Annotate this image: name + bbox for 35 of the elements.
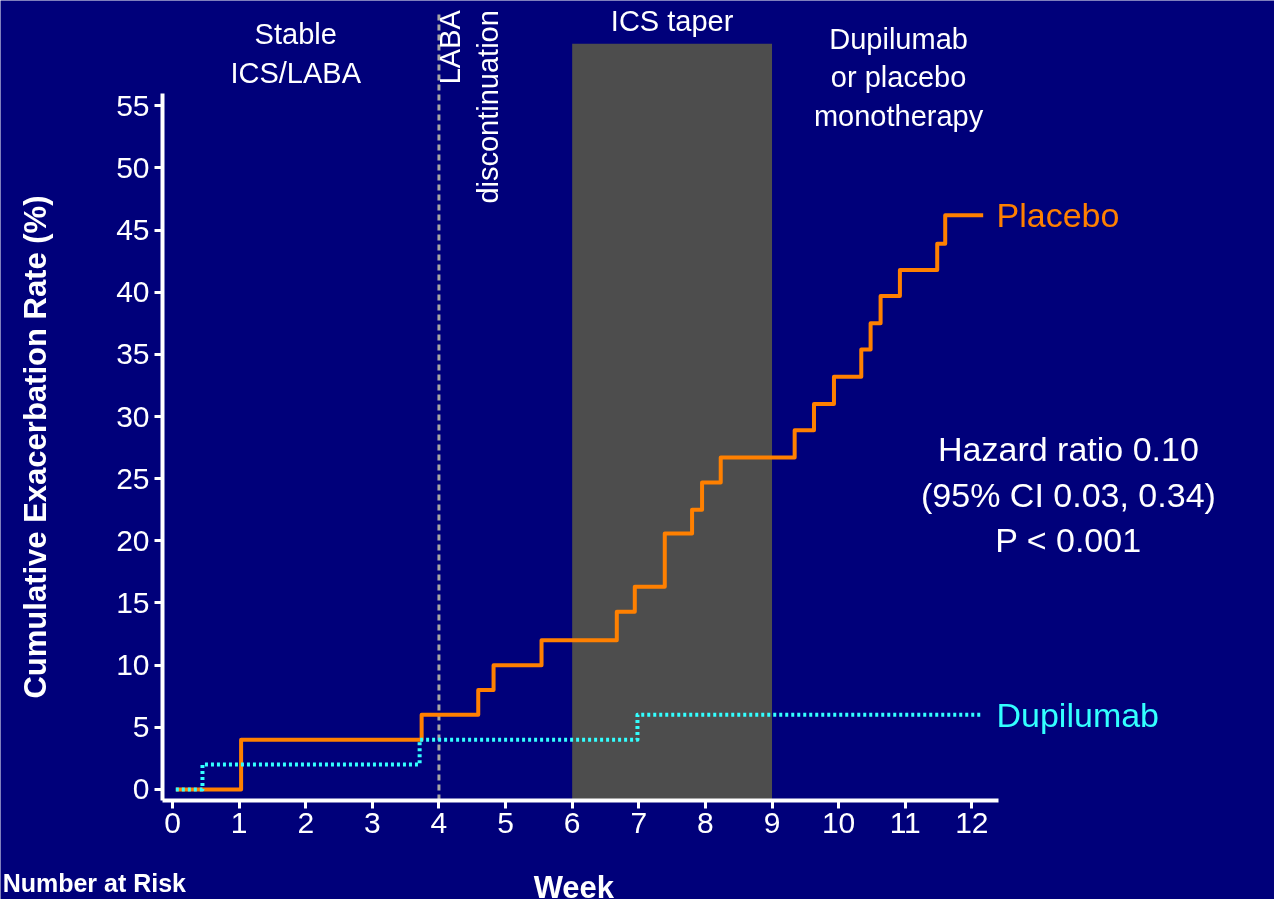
- text: Stable ICS/LABA: [230, 18, 362, 89]
- y-tick-label: 55: [116, 88, 150, 122]
- x-tick-label: 8: [697, 805, 714, 839]
- x-tick-label: 6: [563, 805, 581, 839]
- band-label: ICS taper: [610, 5, 734, 38]
- x-tick-label: 7: [630, 805, 648, 839]
- y-tick-label: 5: [132, 710, 150, 744]
- y-tick-label: 40: [116, 275, 150, 309]
- x-tick-label: 3: [363, 805, 381, 839]
- x-tick-label: 12: [955, 805, 989, 839]
- series-label: Placebo: [996, 196, 1120, 235]
- x-axis-title: Week: [533, 870, 615, 899]
- x-tick-label: 5: [497, 805, 514, 839]
- y-tick-label: 25: [116, 461, 150, 495]
- y-tick-label: 20: [116, 523, 150, 557]
- series-label: Dupilumab: [996, 695, 1160, 734]
- annotation: Dupilumab or placebo monotherapy: [813, 22, 984, 132]
- y-axis-title: Cumulative Exacerbation Rate (%): [18, 195, 54, 699]
- text: Number at Risk: [2, 868, 187, 897]
- x-tick-label: 1: [230, 805, 248, 839]
- y-tick-label: 35: [116, 337, 150, 371]
- ref-line-label: LABA discontinuation: [433, 9, 505, 204]
- y-tick-label: 15: [116, 585, 150, 619]
- y-tick-label: 0: [132, 772, 150, 806]
- x-tick-label: 4: [430, 805, 448, 839]
- x-tick-label: 2: [297, 805, 315, 839]
- y-tick-label: 45: [116, 213, 150, 247]
- x-tick-label: 9: [763, 805, 781, 839]
- annotation: Hazard ratio 0.10 (95% CI 0.03, 0.34) P < 0.001: [921, 430, 1216, 560]
- y-tick-label: 10: [116, 648, 150, 682]
- x-tick-label: 11: [889, 805, 921, 839]
- y-tick-label: 50: [116, 150, 150, 184]
- y-tick-label: 30: [116, 399, 150, 433]
- x-tick-label: 10: [821, 805, 856, 839]
- x-tick-label: 0: [164, 805, 181, 839]
